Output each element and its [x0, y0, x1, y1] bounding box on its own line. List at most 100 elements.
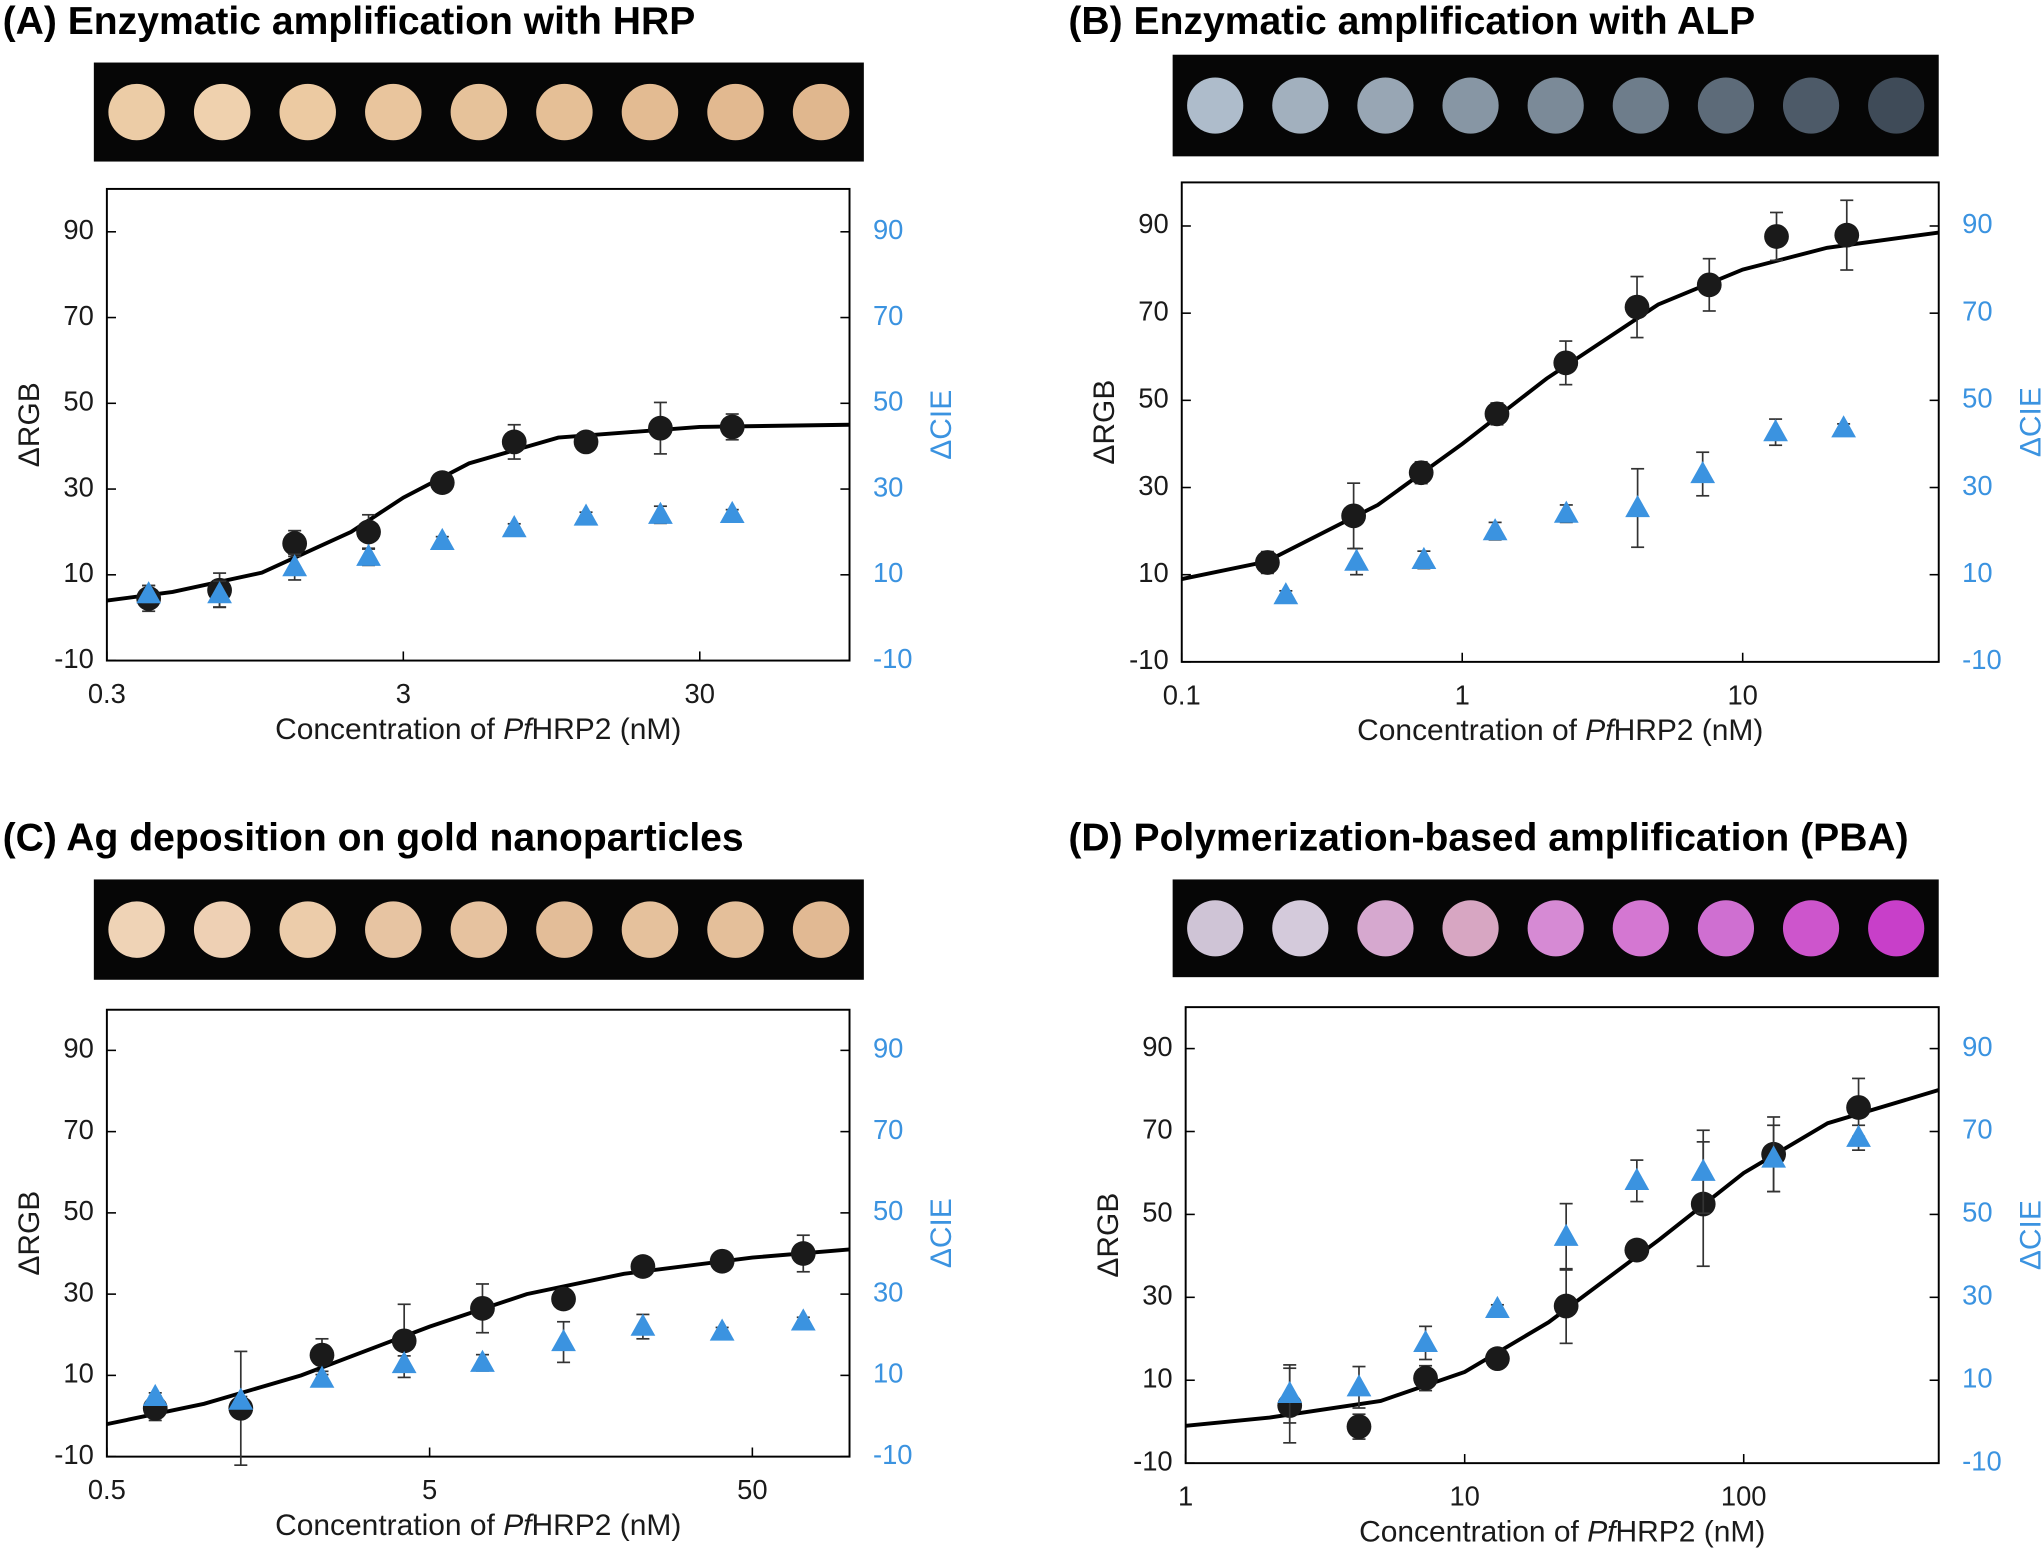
y2-tick-label: 50 — [1962, 1197, 1992, 1228]
triangle-marker — [1831, 415, 1856, 438]
spot — [1357, 77, 1414, 134]
y2-tick-label: -10 — [873, 643, 913, 674]
x-axis-label: Concentration of PfHRP2 (nM) — [1359, 1515, 1765, 1548]
triangle-marker — [648, 501, 673, 524]
x-axis-label-part: Concentration of — [1359, 1515, 1587, 1548]
y2-tick-label: 10 — [1962, 1362, 1992, 1393]
y-tick-label: 50 — [63, 1195, 93, 1226]
y-tick-label: 70 — [63, 1114, 93, 1145]
y2-tick-label: 10 — [1962, 557, 1992, 588]
circle-marker — [1553, 1293, 1579, 1319]
triangle-marker — [630, 1313, 656, 1336]
y2-tick-label: 10 — [873, 1358, 903, 1389]
spot — [792, 901, 850, 958]
y2-tick-label: -10 — [873, 1439, 913, 1470]
spot — [193, 83, 251, 141]
circle-marker — [1553, 350, 1579, 376]
y-tick-label: -10 — [54, 1439, 94, 1470]
circle-marker — [1413, 1365, 1438, 1391]
spot — [536, 901, 593, 958]
circle-marker — [573, 429, 599, 455]
x-axis-label-part: HRP2 (nM) — [1614, 714, 1764, 747]
circle-marker — [1341, 503, 1367, 529]
y2-axis-label: ΔCIE — [2014, 1200, 2043, 1270]
x-tick-label: 0.1 — [1163, 679, 1201, 710]
triangle-marker — [1625, 494, 1650, 518]
x-tick-label: 10 — [1727, 679, 1757, 710]
y2-tick-label: 50 — [873, 386, 903, 417]
spot — [1187, 77, 1244, 134]
circle-marker — [391, 1328, 417, 1354]
triangle-marker — [719, 500, 745, 524]
y2-axis-label: ΔCIE — [925, 390, 958, 460]
x-axis-label: Concentration of PfHRP2 (nM) — [1357, 714, 1763, 747]
circle-marker — [648, 415, 673, 441]
triangle-marker — [709, 1318, 735, 1341]
triangle-marker — [1273, 582, 1299, 605]
circle-marker — [1484, 401, 1510, 427]
y2-tick-label: 90 — [873, 214, 903, 245]
x-axis-label-part: HRP2 (nM) — [1616, 1515, 1766, 1548]
y-tick-label: 90 — [63, 1033, 93, 1064]
y-tick-label: 30 — [1142, 1280, 1172, 1311]
circle-marker — [1834, 222, 1860, 248]
y-axis-label: ΔRGB — [13, 1191, 46, 1276]
triangle-marker — [790, 1308, 816, 1331]
spot — [279, 83, 336, 141]
spot — [621, 901, 679, 958]
spot — [1527, 900, 1584, 957]
spot — [108, 901, 165, 958]
x-tick-label: 1 — [1455, 679, 1470, 710]
spot — [1527, 77, 1584, 134]
x-tick-label: 3 — [396, 678, 411, 709]
circle-marker — [1255, 550, 1280, 575]
y-tick-label: 50 — [63, 386, 93, 417]
panel-title: (D) Polymerization-based amplification (… — [1068, 817, 1908, 860]
y2-tick-label: 70 — [1962, 295, 1992, 326]
y-tick-label: -10 — [1133, 1445, 1173, 1476]
triangle-marker — [501, 515, 527, 538]
circle-marker — [551, 1286, 576, 1312]
y2-tick-label: 50 — [873, 1195, 903, 1226]
y-tick-label: 30 — [63, 1276, 93, 1307]
x-tick-label: 100 — [1721, 1481, 1767, 1512]
spot — [1697, 77, 1755, 134]
triangle-marker — [1553, 1223, 1579, 1246]
y2-tick-label: -10 — [1962, 644, 2002, 675]
spot — [707, 901, 764, 958]
x-axis-label-part: HRP2 (nM) — [532, 1509, 682, 1542]
spot — [279, 901, 336, 958]
spot — [1272, 900, 1329, 957]
circle-marker — [429, 470, 455, 496]
y-tick-label: 50 — [1142, 1197, 1172, 1228]
y-tick-label: 10 — [1142, 1362, 1172, 1393]
x-tick-label: 50 — [737, 1474, 767, 1505]
spot — [1442, 900, 1499, 957]
circle-marker — [1485, 1346, 1510, 1372]
spot — [108, 83, 165, 141]
circle-marker — [282, 531, 308, 556]
spot — [1187, 900, 1244, 957]
triangle-marker — [1846, 1124, 1871, 1147]
y-tick-label: 90 — [1142, 1031, 1172, 1062]
x-axis-label-part: HRP2 (nM) — [532, 713, 682, 746]
plot-frame — [1184, 1006, 1940, 1465]
x-tick-label: 30 — [685, 678, 715, 709]
spot — [193, 901, 251, 958]
fit-curve — [1181, 230, 1939, 581]
y2-tick-label: 10 — [873, 557, 903, 588]
triangle-marker — [1690, 460, 1716, 484]
triangle-marker — [1277, 1380, 1303, 1404]
x-axis-label-part: Pf — [1585, 714, 1616, 747]
y-axis-label: ΔRGB — [1092, 1193, 1125, 1278]
y2-tick-label: 70 — [873, 1114, 903, 1145]
x-axis-label-part: Pf — [503, 713, 534, 746]
circle-marker — [1624, 294, 1650, 320]
y2-tick-label: 70 — [1962, 1114, 1992, 1145]
circle-marker — [709, 1248, 735, 1274]
spot — [1868, 900, 1925, 957]
spot — [1612, 77, 1669, 134]
triangle-marker — [1553, 500, 1579, 523]
triangle-marker — [1690, 1158, 1716, 1181]
